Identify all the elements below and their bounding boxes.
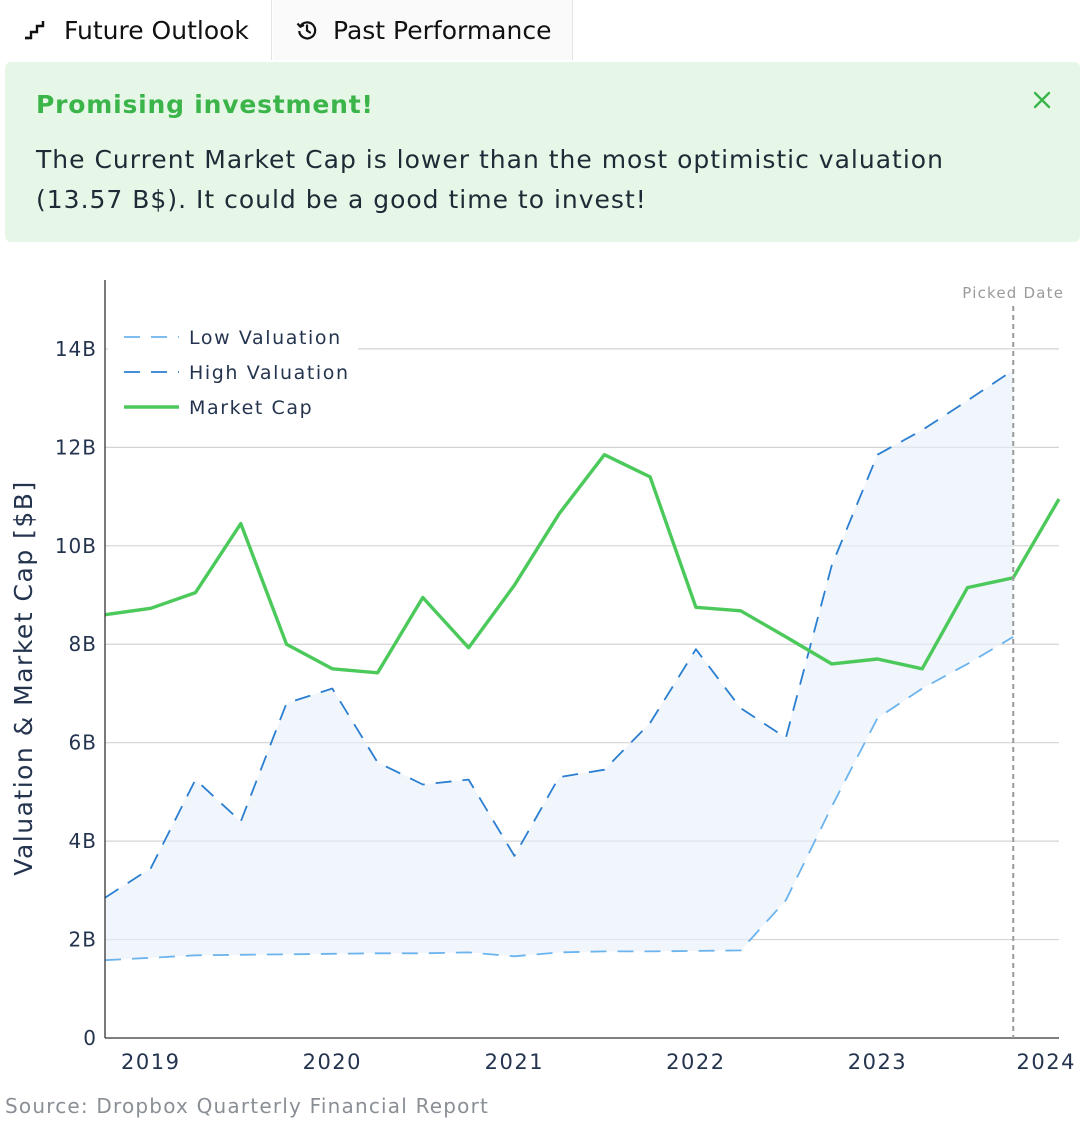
tab-past-performance[interactable]: Past Performance xyxy=(273,0,573,60)
x-tick-label: 2020 xyxy=(303,1050,362,1074)
x-tick-label: 2021 xyxy=(485,1050,544,1074)
y-tick-label: 0 xyxy=(83,1026,97,1050)
x-tick-label: 2023 xyxy=(848,1050,907,1074)
tab-bar: Future Outlook Past Performance xyxy=(0,0,1083,60)
promising-investment-alert: Promising investment! The Current Market… xyxy=(5,62,1080,242)
tab-future-outlook[interactable]: Future Outlook xyxy=(0,0,272,60)
picked-date-marker: Picked Date xyxy=(962,284,1064,1038)
x-tick-label: 2024 xyxy=(1017,1050,1076,1074)
tab-future-outlook-label: Future Outlook xyxy=(64,15,249,45)
y-tick-label: 14B xyxy=(55,337,97,361)
y-tick-label: 6B xyxy=(69,731,97,755)
stairs-chart-icon xyxy=(22,16,50,44)
picked-date-label: Picked Date xyxy=(962,284,1064,302)
y-tick-label: 10B xyxy=(55,534,97,558)
y-tick-label: 2B xyxy=(69,928,97,952)
series-lines xyxy=(104,369,1061,962)
alert-message: The Current Market Cap is lower than the… xyxy=(36,145,944,214)
legend-label-market-cap: Market Cap xyxy=(189,397,313,419)
history-icon xyxy=(293,16,321,44)
legend-background xyxy=(108,320,358,432)
tab-past-performance-label: Past Performance xyxy=(333,15,552,45)
axes: 0 2B 4B 6B 8B 10B 12B 14B 2019 2020 2021 2022 2023 20… xyxy=(55,280,1076,1074)
y-axis-title: Valuation & Market Cap [$B] xyxy=(9,480,38,875)
y-tick-label: 12B xyxy=(55,435,97,459)
source-note: Source: Dropbox Quarterly Financial Repo… xyxy=(5,1094,490,1118)
valuation-chart: 0 2B 4B 6B 8B 10B 12B 14B 2019 2020 2021 2022 2023 20… xyxy=(9,280,1076,1074)
x-tick-label: 2019 xyxy=(121,1050,180,1074)
legend-label-high-valuation: High Valuation xyxy=(189,362,350,384)
alert-title: Promising investment! xyxy=(36,90,374,119)
legend-label-low-valuation: Low Valuation xyxy=(189,327,342,349)
x-tick-label: 2022 xyxy=(666,1050,725,1074)
valuation-band xyxy=(105,370,1014,961)
series-line-high-valuation xyxy=(104,369,1014,899)
valuation-range-fill xyxy=(105,370,1014,961)
y-tick-label: 4B xyxy=(69,829,97,853)
series-line-market-cap xyxy=(104,453,1061,675)
y-tick-label: 8B xyxy=(69,632,97,656)
close-icon[interactable] xyxy=(1030,88,1054,112)
series-line-low-valuation xyxy=(104,636,1014,962)
legend: Low Valuation High Valuation Market Cap xyxy=(108,320,358,432)
